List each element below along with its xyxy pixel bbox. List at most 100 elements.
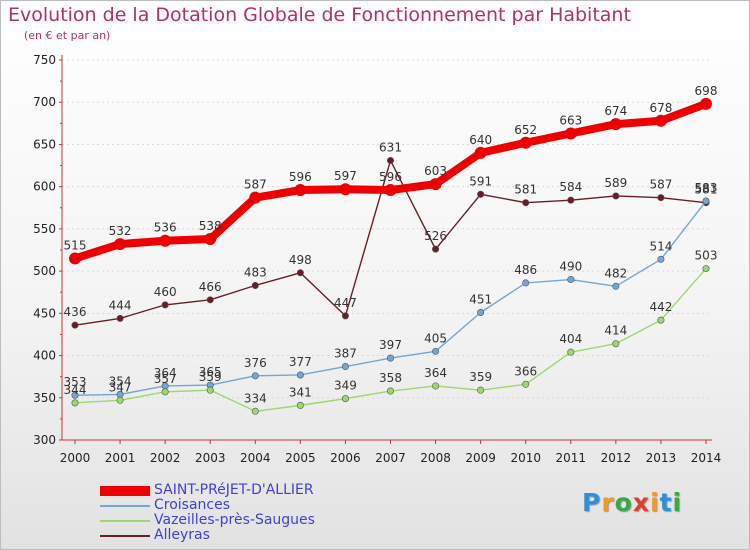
data-point-alleyras: [296, 269, 304, 277]
data-label-saint-pr-jet-d-allier: 678: [649, 101, 672, 115]
data-label-saint-pr-jet-d-allier: 596: [379, 170, 402, 184]
data-point-vazeilles-pr-s-saugues: [702, 265, 710, 273]
data-point-vazeilles-pr-s-saugues: [341, 395, 349, 403]
data-point-saint-pr-jet-d-allier: [654, 114, 667, 127]
data-label-alleyras: 498: [289, 253, 312, 267]
data-label-saint-pr-jet-d-allier: 596: [289, 170, 312, 184]
x-tick-label: 2004: [240, 451, 271, 465]
data-point-croisances: [296, 371, 304, 379]
logo-letter: x: [632, 488, 650, 517]
legend-label: Alleyras: [154, 527, 210, 543]
data-label-croisances: 397: [379, 338, 402, 352]
x-tick-label: 2009: [465, 451, 496, 465]
data-label-croisances: 353: [64, 375, 87, 389]
data-point-saint-pr-jet-d-allier: [384, 184, 397, 197]
y-tick-label: 750: [33, 53, 56, 67]
data-label-vazeilles-pr-s-saugues: 334: [244, 391, 267, 405]
data-label-vazeilles-pr-s-saugues: 366: [514, 364, 537, 378]
data-label-saint-pr-jet-d-allier: 674: [604, 104, 627, 118]
data-label-alleyras: 581: [695, 183, 718, 197]
data-label-saint-pr-jet-d-allier: 515: [64, 238, 87, 252]
legend-label: Vazeilles-près-Saugues: [154, 512, 315, 528]
legend-label: SAINT-PRéJET-D'ALLIER: [154, 482, 314, 498]
x-tick-label: 2010: [510, 451, 541, 465]
chart-title: Evolution de la Dotation Globale de Fonc…: [8, 4, 631, 26]
legend-swatch: [100, 520, 150, 522]
data-label-croisances: 490: [559, 260, 582, 274]
data-point-croisances: [386, 354, 394, 362]
logo-letter: i: [650, 488, 660, 517]
x-tick-label: 2011: [556, 451, 587, 465]
data-point-vazeilles-pr-s-saugues: [612, 340, 620, 348]
data-point-alleyras: [657, 194, 665, 202]
data-label-vazeilles-pr-s-saugues: 503: [695, 249, 718, 263]
data-label-vazeilles-pr-s-saugues: 414: [604, 324, 627, 338]
data-point-croisances: [477, 308, 485, 316]
data-label-alleyras: 587: [649, 178, 672, 192]
legend-swatch: [100, 535, 150, 537]
data-label-croisances: 514: [649, 239, 672, 253]
data-label-vazeilles-pr-s-saugues: 359: [199, 370, 222, 384]
x-tick-label: 2008: [420, 451, 451, 465]
y-tick-label: 600: [33, 180, 56, 194]
data-label-croisances: 376: [244, 356, 267, 370]
y-tick-label: 650: [33, 137, 56, 151]
data-point-croisances: [71, 391, 79, 399]
data-point-alleyras: [477, 190, 485, 198]
data-point-saint-pr-jet-d-allier: [519, 136, 532, 149]
data-label-croisances: 583: [695, 181, 718, 195]
logo-letter: r: [601, 488, 615, 517]
data-label-saint-pr-jet-d-allier: 536: [154, 221, 177, 235]
data-point-croisances: [657, 255, 665, 263]
data-label-croisances: 387: [334, 347, 357, 361]
data-label-saint-pr-jet-d-allier: 597: [334, 169, 357, 183]
y-tick-label: 550: [33, 222, 56, 236]
data-label-saint-pr-jet-d-allier: 587: [244, 178, 267, 192]
data-label-croisances: 354: [109, 374, 132, 388]
logo-letter: P: [582, 488, 602, 517]
data-label-alleyras: 483: [244, 265, 267, 279]
data-point-vazeilles-pr-s-saugues: [71, 399, 79, 407]
data-point-saint-pr-jet-d-allier: [294, 184, 307, 197]
data-label-croisances: 365: [199, 365, 222, 379]
data-point-vazeilles-pr-s-saugues: [477, 386, 485, 394]
data-label-alleyras: 584: [559, 180, 582, 194]
data-label-vazeilles-pr-s-saugues: 357: [154, 372, 177, 386]
data-label-vazeilles-pr-s-saugues: 349: [334, 379, 357, 393]
y-tick-label: 350: [33, 391, 56, 405]
data-label-vazeilles-pr-s-saugues: 341: [289, 385, 312, 399]
data-point-croisances: [702, 197, 710, 205]
legend-swatch: [100, 486, 150, 496]
data-label-saint-pr-jet-d-allier: 538: [199, 219, 222, 233]
data-point-saint-pr-jet-d-allier: [609, 118, 622, 131]
data-point-alleyras: [116, 314, 124, 322]
data-label-croisances: 482: [604, 266, 627, 280]
data-label-vazeilles-pr-s-saugues: 364: [424, 366, 447, 380]
y-tick-label: 700: [33, 95, 56, 109]
data-point-saint-pr-jet-d-allier: [249, 191, 262, 204]
data-point-saint-pr-jet-d-allier: [204, 233, 217, 246]
data-point-vazeilles-pr-s-saugues: [386, 387, 394, 395]
y-tick-label: 450: [33, 306, 56, 320]
data-point-saint-pr-jet-d-allier: [700, 97, 712, 110]
data-label-croisances: 405: [424, 331, 447, 345]
data-point-vazeilles-pr-s-saugues: [251, 407, 259, 415]
data-label-croisances: 486: [514, 263, 537, 277]
data-point-saint-pr-jet-d-allier: [564, 127, 577, 140]
data-label-vazeilles-pr-s-saugues: 344: [64, 383, 87, 397]
data-label-saint-pr-jet-d-allier: 652: [514, 123, 537, 137]
data-point-saint-pr-jet-d-allier: [474, 146, 487, 159]
data-point-alleyras: [251, 281, 259, 289]
data-point-vazeilles-pr-s-saugues: [567, 348, 575, 356]
data-point-croisances: [432, 347, 440, 355]
data-point-saint-pr-jet-d-allier: [429, 178, 442, 191]
y-tick-label: 500: [33, 264, 56, 278]
legend-swatch: [100, 505, 150, 507]
data-point-croisances: [567, 276, 575, 284]
data-label-alleyras: 631: [379, 140, 402, 154]
data-point-croisances: [251, 372, 259, 380]
data-label-alleyras: 447: [334, 296, 357, 310]
x-tick-label: 2000: [60, 451, 91, 465]
data-point-vazeilles-pr-s-saugues: [116, 396, 124, 404]
